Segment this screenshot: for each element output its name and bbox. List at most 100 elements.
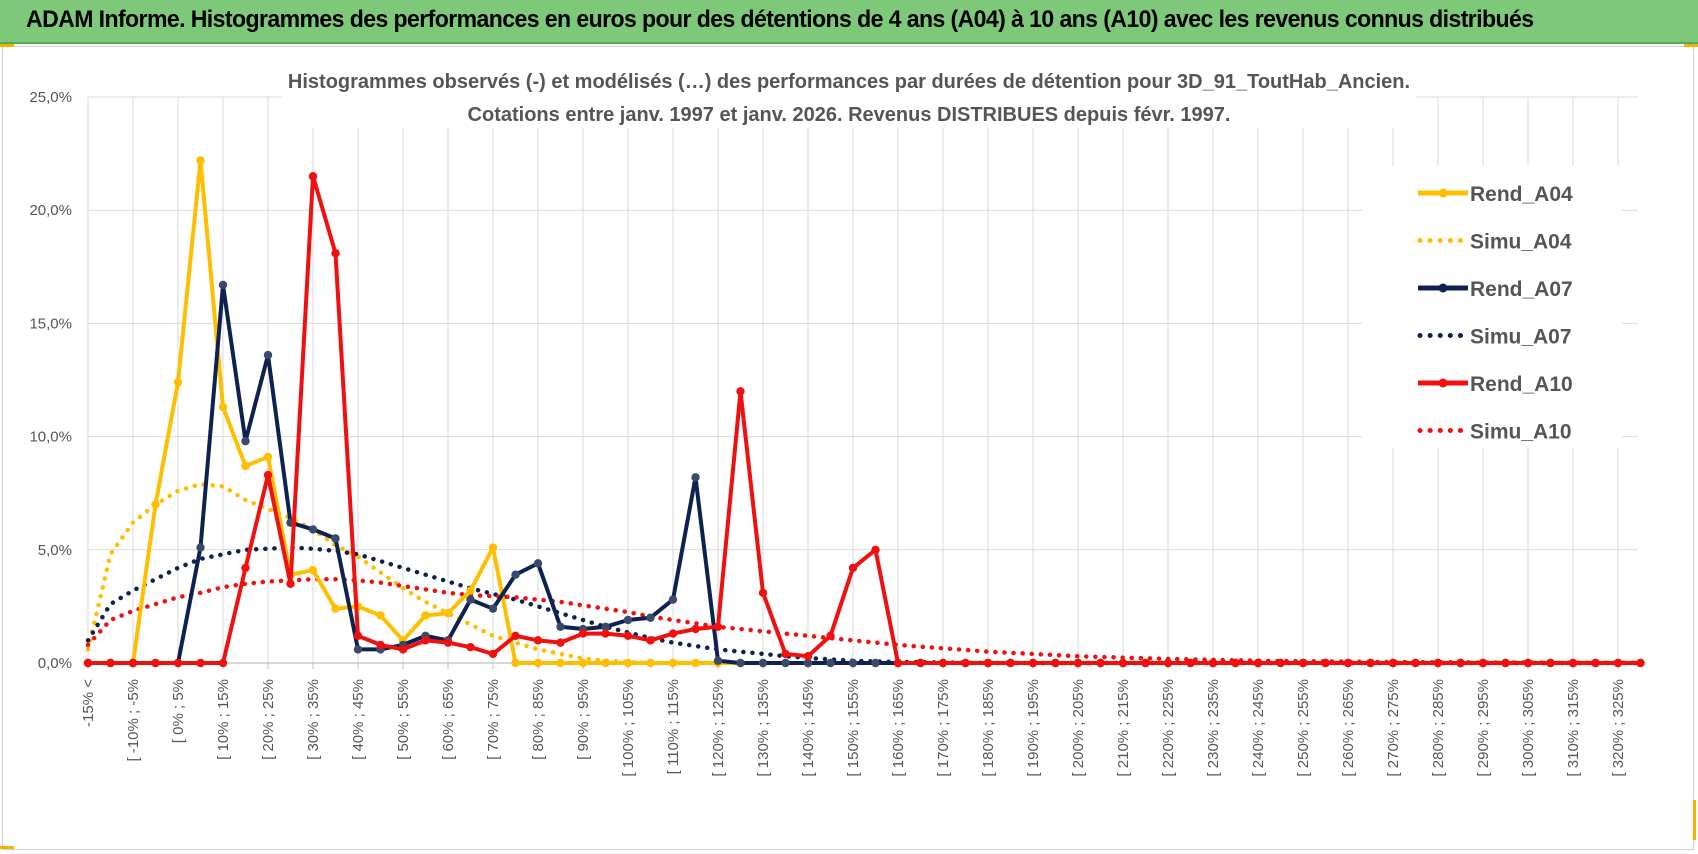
legend-label: Rend_A04 [1470, 183, 1573, 206]
data-point [578, 658, 588, 668]
x-tick-label: [ 70% ; 75% [485, 679, 502, 760]
legend-label: Simu_A04 [1470, 231, 1572, 254]
x-tick-label: [ 90% ; 95% [575, 679, 592, 760]
x-tick-label: [ 30% ; 35% [305, 679, 322, 760]
data-point [623, 658, 633, 668]
data-point [1298, 658, 1308, 668]
data-point [848, 563, 858, 573]
data-point [601, 629, 610, 638]
data-point [803, 652, 813, 661]
legend-label: Simu_A10 [1470, 421, 1572, 444]
data-point [286, 579, 295, 588]
x-tick-label: [ 0% ; 5% [170, 679, 187, 743]
data-point [556, 622, 565, 631]
data-point [511, 631, 520, 641]
data-point [1231, 658, 1240, 668]
data-point [1028, 658, 1038, 668]
data-point [803, 658, 813, 668]
y-tick-label: 5,0% [38, 542, 72, 559]
x-tick-label: [ 230% ; 235% [1205, 679, 1222, 777]
data-point [758, 658, 768, 668]
data-point [218, 280, 228, 290]
x-tick-label: [ 290% ; 295% [1475, 679, 1492, 777]
x-axis: -15% < [ -10% ; -5% [ 0% ; 5% [ 10% ; 15% [ … [80, 662, 1638, 777]
series-Simu_A07 [85, 545, 1643, 666]
x-tick-label: [ 260% ; 265% [1340, 679, 1357, 777]
data-point [218, 658, 228, 668]
data-point [961, 658, 970, 668]
legend-marker [1438, 188, 1448, 198]
data-point [1456, 658, 1465, 668]
series-line [85, 576, 1643, 666]
x-tick-label: -15% < [80, 679, 97, 727]
data-point [376, 640, 385, 650]
data-point [848, 658, 858, 668]
data-point [353, 631, 363, 641]
series-line [85, 481, 1643, 666]
data-point [533, 658, 543, 668]
data-point [556, 638, 565, 647]
data-point [1636, 658, 1645, 668]
data-point [646, 613, 655, 622]
x-tick-label: [ 320% ; 325% [1610, 679, 1627, 777]
data-point [241, 436, 250, 446]
data-point [1321, 658, 1330, 668]
x-tick-label: [ 270% ; 275% [1385, 679, 1402, 777]
data-point [488, 604, 498, 613]
data-point [241, 563, 250, 573]
data-point [488, 649, 498, 659]
data-point [106, 658, 115, 668]
data-point [893, 658, 903, 668]
data-point [713, 622, 723, 631]
data-point [1118, 658, 1128, 668]
x-tick-label: [ 310% ; 315% [1565, 679, 1582, 777]
x-tick-label: [ 130% ; 135% [755, 679, 772, 777]
data-point [646, 658, 655, 668]
data-point [443, 608, 453, 618]
data-point [533, 636, 543, 645]
data-point [443, 638, 453, 647]
y-tick-label: 0,0% [38, 655, 72, 672]
y-tick-label: 25,0% [29, 89, 72, 106]
series-Simu_A10 [85, 576, 1643, 666]
legend-item: Rend_A04 [1418, 183, 1573, 206]
data-point [938, 658, 948, 668]
data-point [736, 658, 745, 668]
x-tick-label: [ 170% ; 175% [935, 679, 952, 777]
y-axis: 0,0% 5,0% 10,0% 15,0% 20,0% 25,0% [29, 89, 72, 672]
legend-item: Rend_A10 [1418, 373, 1573, 396]
legend-marker [1438, 283, 1448, 293]
data-point [1366, 658, 1375, 668]
data-point [691, 473, 700, 482]
data-point [353, 645, 363, 654]
chart-subtitle: Cotations entre janv. 1997 et janv. 2026… [468, 104, 1231, 126]
data-point [331, 604, 340, 613]
data-point [308, 565, 318, 575]
legend-item: Simu_A04 [1417, 231, 1572, 254]
x-tick-label: [ 250% ; 255% [1295, 679, 1312, 777]
x-tick-label: [ 110% ; 115% [665, 679, 682, 774]
data-point [871, 658, 880, 668]
x-tick-label: [ 100% ; 105% [620, 679, 637, 777]
report-banner: ADAM Informe. Histogrammes des performan… [0, 0, 1698, 44]
data-point [511, 658, 520, 668]
x-tick-label: [ 40% ; 45% [350, 679, 367, 760]
series-Rend_A10 [83, 172, 1645, 668]
data-point [466, 595, 475, 604]
data-point [376, 611, 385, 620]
data-point [196, 658, 205, 668]
data-point [1276, 658, 1285, 668]
data-point [331, 249, 340, 258]
legend-item: Simu_A10 [1417, 421, 1572, 444]
data-point [556, 658, 565, 668]
data-point [668, 629, 678, 638]
y-tick-label: 15,0% [29, 315, 72, 332]
data-point [196, 156, 205, 165]
data-point [1006, 658, 1015, 668]
report-title: ADAM Informe. Histogrammes des performan… [26, 6, 1534, 33]
data-point [601, 622, 610, 631]
data-point [511, 570, 520, 579]
data-point [241, 461, 250, 471]
x-tick-label: [ 20% ; 25% [260, 679, 277, 760]
